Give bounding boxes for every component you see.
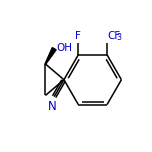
Text: N: N	[48, 100, 57, 113]
Text: CF: CF	[107, 31, 120, 41]
Text: 3: 3	[116, 33, 121, 42]
Text: OH: OH	[56, 43, 72, 53]
Polygon shape	[45, 48, 56, 64]
Text: F: F	[75, 31, 81, 41]
